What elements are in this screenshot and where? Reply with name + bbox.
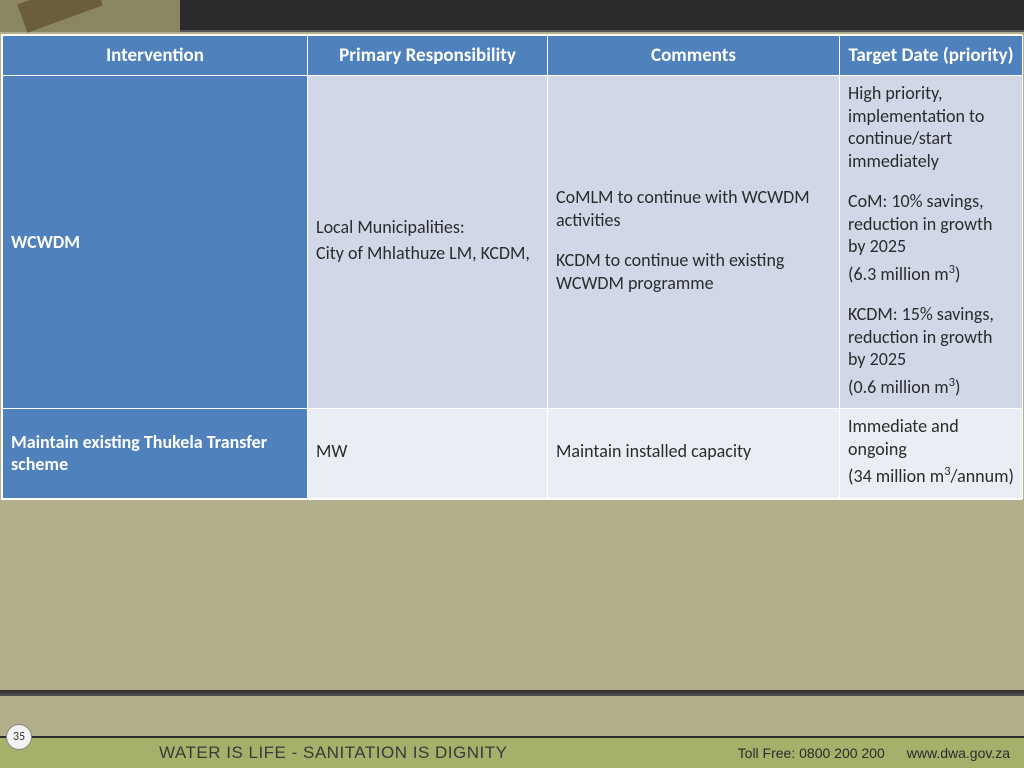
page-number-badge: 35 (6, 724, 32, 750)
responsibility-cell: Local Municipalities: City of Mhlathuze L… (308, 76, 548, 409)
comments-cell: CoMLM to continue with WCWDM activities K… (548, 76, 840, 409)
cell-line: MW (316, 440, 539, 463)
cell-line: Immediate and ongoing (848, 415, 1014, 460)
intervention-cell: WCWDM (3, 76, 308, 409)
column-header: Primary Responsibility (308, 36, 548, 76)
footer-site: www.dwa.gov.za (907, 745, 1010, 761)
intervention-cell: Maintain existing Thukela Transfer schem… (3, 409, 308, 499)
column-header: Intervention (3, 36, 308, 76)
bottom-dark-line (0, 690, 1024, 696)
footer-bar: WATER IS LIFE - SANITATION IS DIGNITY To… (0, 736, 1024, 768)
cell-line: (0.6 million m3) (848, 375, 1014, 399)
bottom-strip (0, 684, 1024, 742)
comments-cell: Maintain installed capacity (548, 409, 840, 499)
footer-right: Toll Free: 0800 200 200 www.dwa.gov.za (738, 745, 1010, 761)
cell-line: Local Municipalities: (316, 216, 539, 239)
footer-slogan: WATER IS LIFE - SANITATION IS DIGNITY (159, 743, 507, 763)
top-left-accent (0, 0, 180, 32)
cell-line: High priority, implementation to continu… (848, 82, 1014, 172)
target-cell: High priority, implementation to continu… (840, 76, 1023, 409)
cell-line: (34 million m3/annum) (848, 464, 1014, 488)
table-header-row: InterventionPrimary ResponsibilityCommen… (3, 36, 1023, 76)
footer-toll: Toll Free: 0800 200 200 (738, 745, 885, 761)
cell-line: CoM: 10% savings, reduction in growth by… (848, 190, 1014, 258)
cell-line: (6.3 million m3) (848, 262, 1014, 286)
cell-line: KCDM to continue with existing WCWDM pro… (556, 249, 831, 294)
cell-line: City of Mhlathuze LM, KCDM, (316, 242, 539, 265)
top-dark-bar (180, 0, 1024, 32)
table-row: Maintain existing Thukela Transfer schem… (3, 409, 1023, 499)
responsibility-cell: MW (308, 409, 548, 499)
column-header: Target Date (priority) (840, 36, 1023, 76)
table-row: WCWDM Local Municipalities: City of Mhlath… (3, 76, 1023, 409)
page-number: 35 (13, 730, 25, 744)
column-header: Comments (548, 36, 840, 76)
cell-line: Maintain installed capacity (556, 440, 831, 463)
cell-line: CoMLM to continue with WCWDM activities (556, 186, 831, 231)
interventions-table: InterventionPrimary ResponsibilityCommen… (2, 35, 1023, 499)
cell-line: KCDM: 15% savings, reduction in growth b… (848, 303, 1014, 371)
target-cell: Immediate and ongoing (34 million m3/annu… (840, 409, 1023, 499)
table-container: InterventionPrimary ResponsibilityCommen… (1, 34, 1022, 500)
